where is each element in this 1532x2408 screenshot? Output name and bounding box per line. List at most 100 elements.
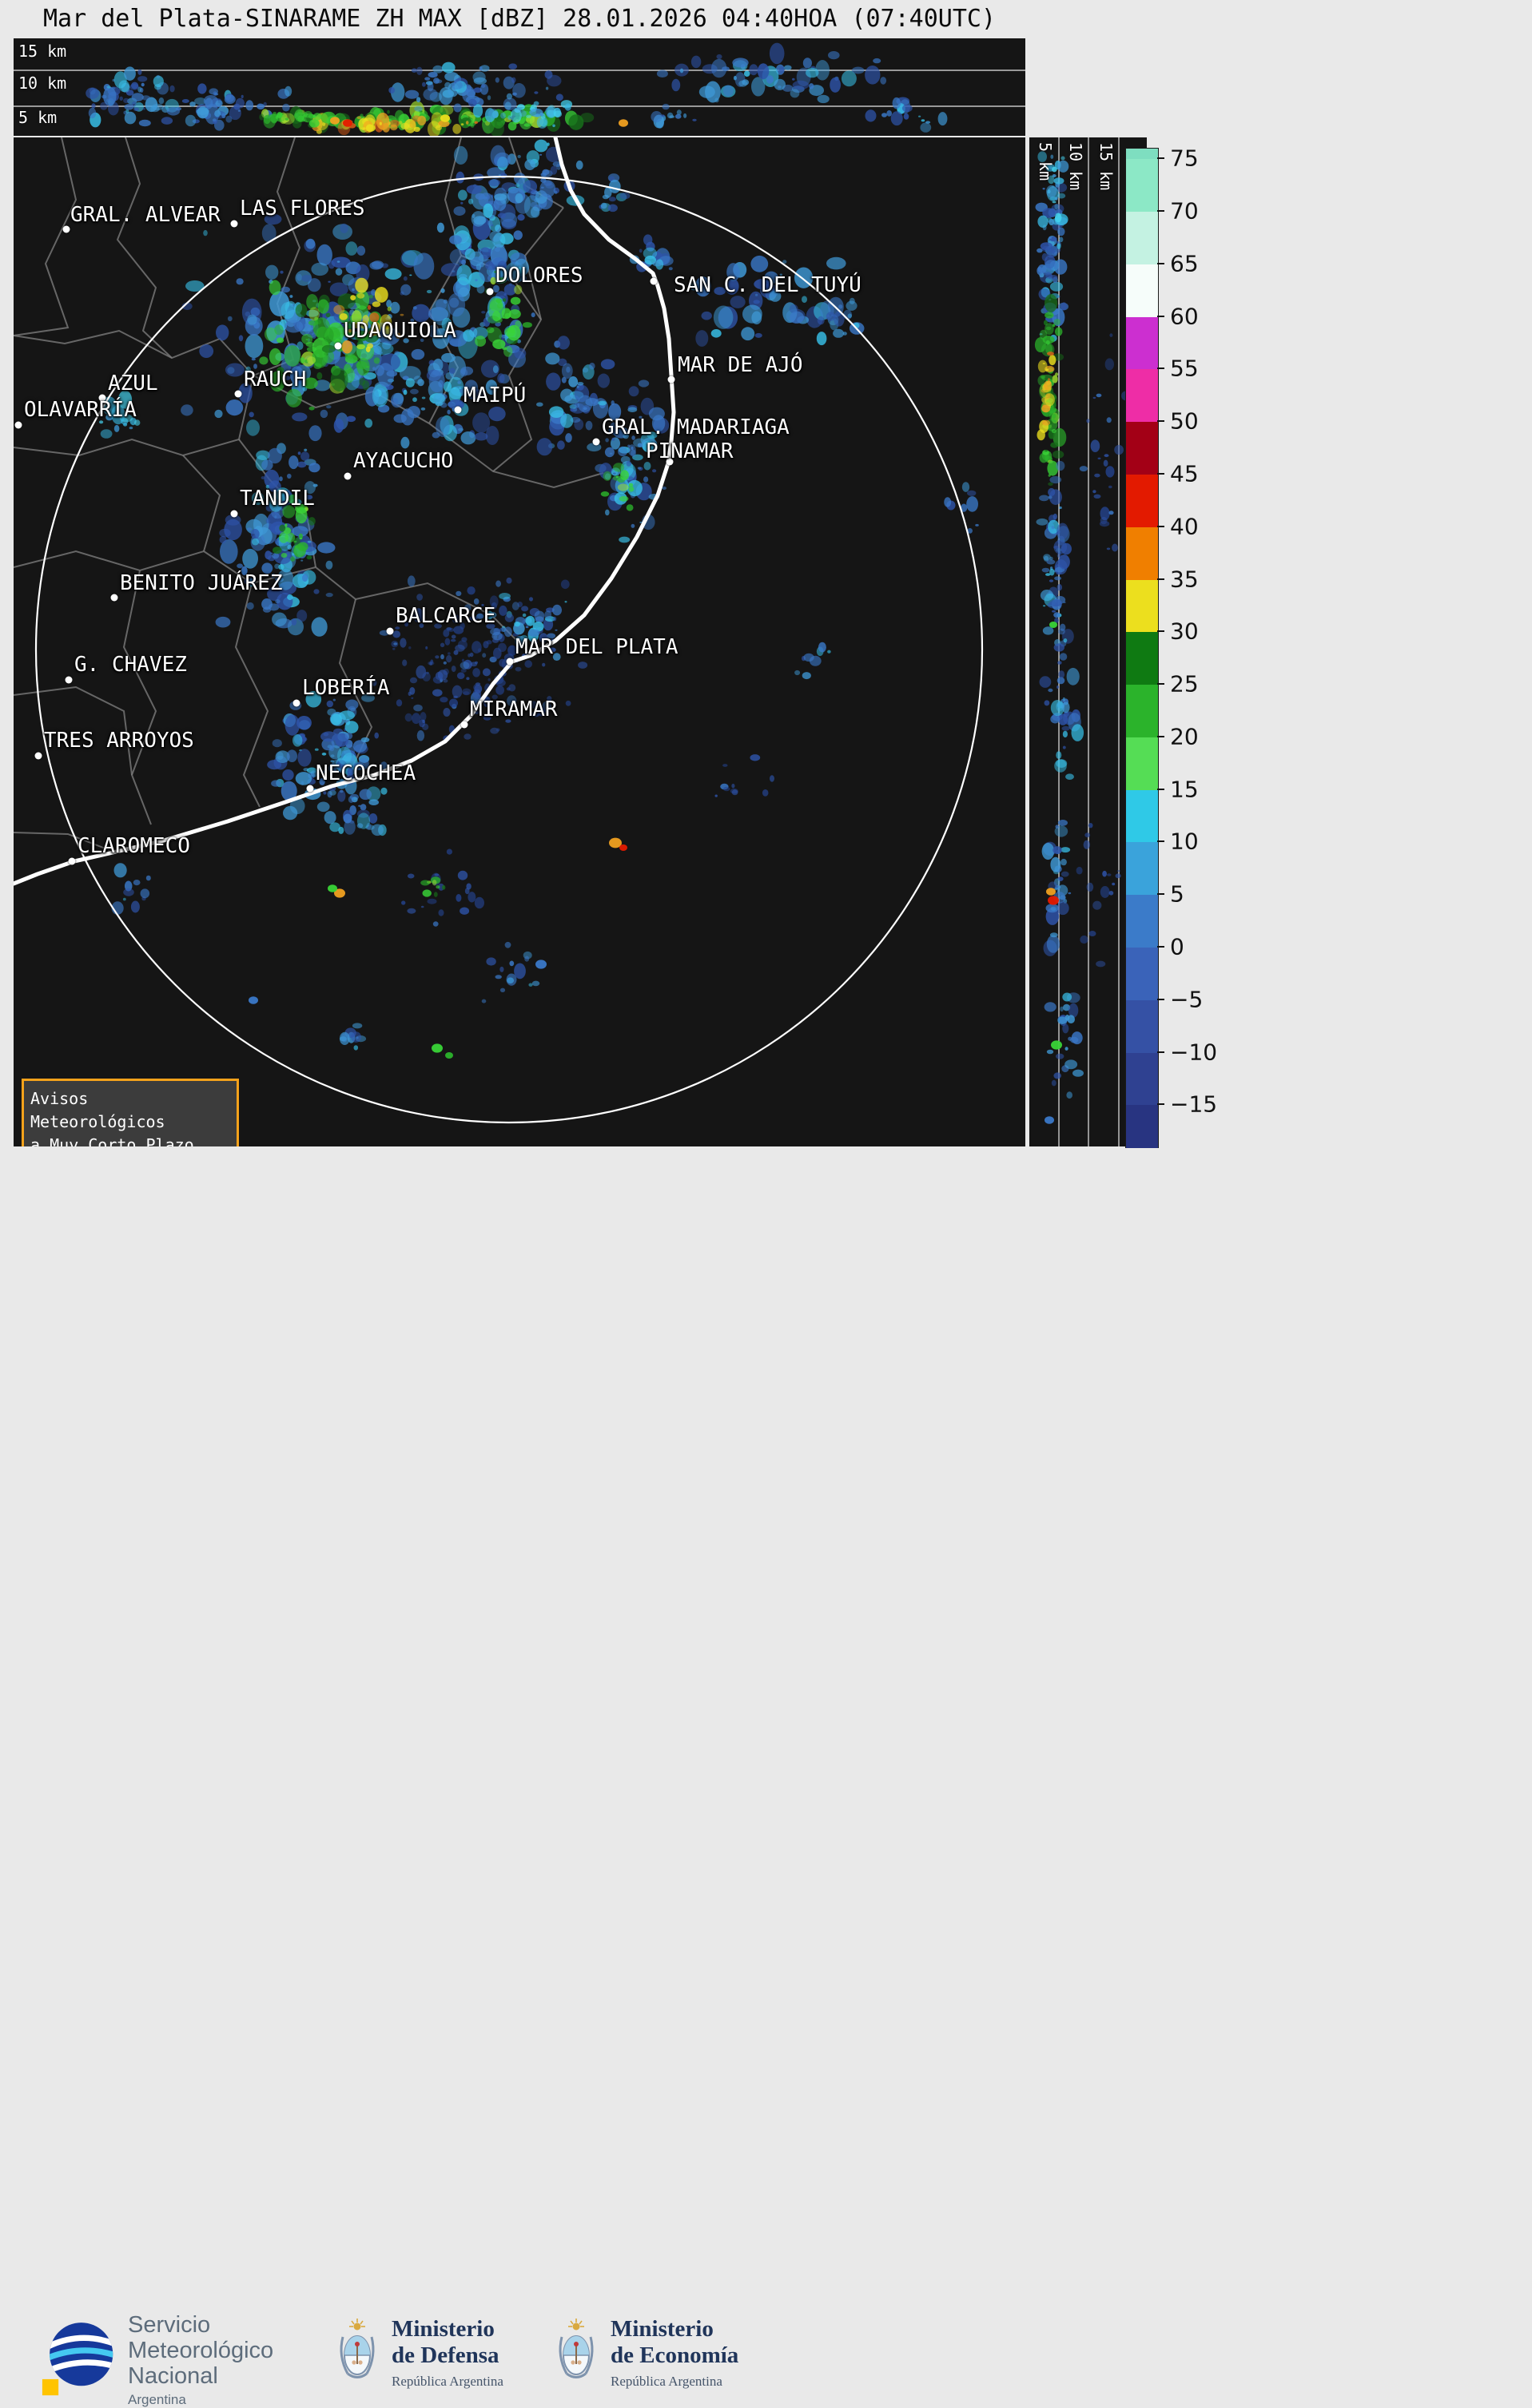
altitude-label: 5 km <box>1036 142 1055 181</box>
ministry-name-line: Ministerio <box>611 2316 714 2342</box>
city-dot <box>306 785 314 793</box>
colorbar-tick-label: 60 <box>1170 303 1199 329</box>
colorbar-band <box>1126 999 1158 1054</box>
city-dot <box>65 676 73 684</box>
echo-cell <box>1046 888 1056 896</box>
echo-cell <box>328 884 337 892</box>
coat-of-arms-icon <box>559 2318 594 2378</box>
coat-of-arms-icon <box>340 2318 375 2378</box>
colorbar-band <box>1126 948 1158 1001</box>
echo-cell <box>1051 1040 1062 1050</box>
district-boundary <box>492 207 564 472</box>
city-label: MIRAMAR <box>470 697 558 721</box>
city-dot <box>292 699 300 707</box>
ministry-economia-text: Ministerio de Economía República Argenti… <box>611 2316 738 2390</box>
echo-cell <box>1048 896 1059 905</box>
altitude-label: 15 km <box>1096 142 1116 191</box>
city-label: BENITO JUÁREZ <box>120 571 283 595</box>
colorbar-tick-label: −10 <box>1170 1039 1218 1066</box>
colorbar-tick-label: 5 <box>1170 880 1184 908</box>
city-dot <box>454 406 462 414</box>
colorbar-band <box>1126 474 1158 528</box>
colorbar-band <box>1126 316 1158 370</box>
colorbar-tick-label: −5 <box>1170 986 1204 1013</box>
altitude-label: 10 km <box>18 74 67 93</box>
smn-wordmark: Servicio Meteorológico Nacional Argentin… <box>128 2312 273 2408</box>
city-label: NECOCHEA <box>316 761 416 785</box>
colorbar-band <box>1126 737 1158 791</box>
city-label: BALCARCE <box>396 604 496 628</box>
city-label: LAS FLORES <box>240 197 365 221</box>
top-cross-section-canvas <box>14 42 1025 136</box>
city-dot <box>234 390 242 398</box>
colorbar-tick-label: 50 <box>1170 407 1199 435</box>
echo-cell <box>334 888 345 898</box>
right-cross-section-canvas <box>1034 137 1130 1146</box>
city-label: MAR DEL PLATA <box>515 635 678 659</box>
colorbar-band <box>1126 579 1158 633</box>
ministry-defensa-block: Ministerio de Defensa República Argentin… <box>336 2316 503 2390</box>
city-dot <box>68 857 76 865</box>
colorbar-tick-label: 35 <box>1170 566 1199 592</box>
colorbar-band <box>1126 632 1158 685</box>
smn-wordmark-line: Servicio <box>128 2312 211 2338</box>
ministry-economia-block: Ministerio de Economía República Argenti… <box>555 2316 738 2390</box>
ministry-name-line: de Economía <box>611 2342 739 2369</box>
colorbar-tick-label: 45 <box>1170 460 1199 487</box>
colorbar-band <box>1126 369 1158 423</box>
ministry-subtitle: República Argentina <box>392 2373 503 2389</box>
city-label: CLAROMECO <box>78 834 190 858</box>
warning-banner[interactable]: Avisos Meteorológicos a Muy Corto Plazo <box>22 1079 239 1146</box>
echo-cell <box>445 1052 453 1059</box>
colorbar-tick-label: 10 <box>1170 828 1199 855</box>
city-label: UDAQUIOLA <box>344 319 456 343</box>
city-label: MAR DE AJÓ <box>678 353 803 377</box>
colorbar-band <box>1126 842 1158 896</box>
city-dot <box>506 658 514 666</box>
echo-cell <box>249 996 258 1004</box>
echo-cell <box>619 844 627 851</box>
ministry-name-line: Ministerio <box>392 2316 495 2342</box>
radar-map-canvas <box>14 137 984 1124</box>
smn-country-label: Argentina <box>128 2391 186 2407</box>
colorbar-tick-label: 55 <box>1170 355 1199 382</box>
colorbar-tick-label: 15 <box>1170 776 1199 803</box>
smn-logo-block: Servicio Meteorológico Nacional Argentin… <box>42 2312 273 2408</box>
city-dot <box>592 438 600 446</box>
echo-cell <box>1045 1116 1054 1124</box>
warning-line-2: a Muy Corto Plazo <box>30 1135 194 1146</box>
city-label: DOLORES <box>495 264 583 288</box>
echo-cell <box>609 837 622 848</box>
city-label: GRAL. ALVEAR <box>70 203 221 227</box>
top-cross-section-panel: 15 km 10 km 5 km <box>14 38 1025 136</box>
colorbar-tick-label: 0 <box>1170 933 1184 960</box>
echo-layer <box>86 42 948 136</box>
range-ring <box>34 175 984 1124</box>
district-boundary <box>14 137 78 336</box>
city-dot <box>650 277 658 285</box>
altitude-label: 5 km <box>18 108 58 127</box>
echo-layer <box>99 139 979 1059</box>
city-dot <box>34 752 42 760</box>
smn-wordmark-line: Nacional <box>128 2362 218 2389</box>
echo-cell <box>535 960 547 969</box>
altitude-label: 15 km <box>18 42 67 61</box>
colorbar-band <box>1126 159 1158 213</box>
city-label: AZUL <box>108 372 158 395</box>
ministry-name-line: de Defensa <box>392 2342 499 2369</box>
city-label: MAIPÚ <box>464 383 527 407</box>
city-dot <box>230 510 238 518</box>
city-dot <box>230 220 238 228</box>
colorbar-band <box>1126 789 1158 843</box>
colorbar-band <box>1126 685 1158 738</box>
city-label: GRAL. MADARIAGA <box>602 415 790 439</box>
colorbar <box>1125 148 1159 1148</box>
page-title: Mar del Plata-SINARAME ZH MAX [dBZ] 28.0… <box>42 5 997 33</box>
city-label: G. CHAVEZ <box>74 653 187 677</box>
smn-logo <box>42 2323 113 2396</box>
city-dot <box>98 394 106 402</box>
city-dot <box>486 288 494 296</box>
district-boundary <box>182 455 221 552</box>
colorbar-band <box>1126 149 1158 160</box>
ministry-defensa-text: Ministerio de Defensa República Argentin… <box>392 2316 503 2390</box>
